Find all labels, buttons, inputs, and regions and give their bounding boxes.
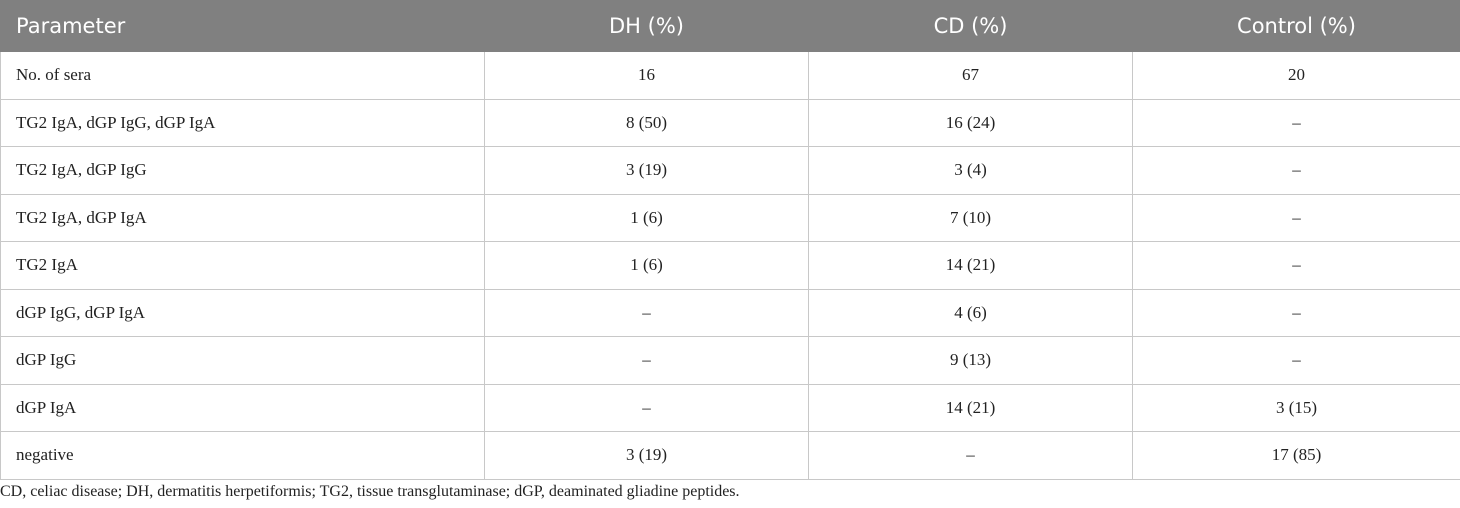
table-cell: 16	[484, 51, 809, 100]
table-cell: dGP IgG, dGP IgA	[0, 288, 485, 337]
table-cell: 1 (6)	[484, 241, 809, 290]
table-cell: –	[1132, 146, 1460, 195]
table-cell: 3 (19)	[484, 146, 809, 195]
table-row: dGP IgA –14 (21) 3 (15)	[0, 383, 1460, 432]
table-cell: No. of sera	[0, 51, 485, 100]
table-cell: 67	[808, 51, 1133, 100]
table-cell: 17 (85)	[1132, 431, 1460, 480]
table-cell: 4 (6)	[808, 288, 1133, 337]
table-row: No. of sera 16 67 20	[0, 51, 1460, 100]
table-cell: –	[1132, 98, 1460, 147]
table-cell: –	[484, 383, 809, 432]
table-row: TG2 IgA, dGP IgG, dGP IgA 8 (50) 16 (24) –	[0, 98, 1460, 147]
table-cell: –	[1132, 241, 1460, 290]
table-cell: 3 (19)	[484, 431, 809, 480]
table-cell: –	[484, 288, 809, 337]
table-cell: 3 (4)	[808, 146, 1133, 195]
table-row: dGP IgG, dGP IgA –4 (6) –	[0, 288, 1460, 337]
header-cell: Control (%)	[1132, 0, 1460, 52]
table-cell: TG2 IgA, dGP IgA	[0, 193, 485, 242]
table-cell: –	[1132, 336, 1460, 385]
table-cell: 14 (21)	[808, 383, 1133, 432]
table-cell: TG2 IgA	[0, 241, 485, 290]
header-cell: CD (%)	[808, 0, 1133, 52]
table-cell: 3 (15)	[1132, 383, 1460, 432]
header-cell: DH (%)	[484, 0, 809, 52]
table-cell: 7 (10)	[808, 193, 1133, 242]
table-cell: negative	[0, 431, 485, 480]
table-cell: 1 (6)	[484, 193, 809, 242]
table-cell: 20	[1132, 51, 1460, 100]
table-cell: –	[1132, 288, 1460, 337]
table-cell: –	[484, 336, 809, 385]
table-cell: 9 (13)	[808, 336, 1133, 385]
table-cell: –	[1132, 193, 1460, 242]
table-cell: TG2 IgA, dGP IgG	[0, 146, 485, 195]
table-cell: 8 (50)	[484, 98, 809, 147]
table-cell: TG2 IgA, dGP IgG, dGP IgA	[0, 98, 485, 147]
table-cell: 14 (21)	[808, 241, 1133, 290]
table-row: dGP IgG –9 (13) –	[0, 336, 1460, 385]
header-row: Parameter DH (%) CD (%) Control (%)	[0, 0, 1460, 52]
table-row: negative 3 (19) –17 (85)	[0, 431, 1460, 480]
table-cell: 16 (24)	[808, 98, 1133, 147]
header-cell: Parameter	[0, 0, 485, 52]
table-row: TG2 IgA, dGP IgG 3 (19) 3 (4) –	[0, 146, 1460, 195]
footnote: CD, celiac disease; DH, dermatitis herpe…	[0, 483, 740, 500]
table-cell: dGP IgA	[0, 383, 485, 432]
table-row: TG2 IgA 1 (6) 14 (21) –	[0, 241, 1460, 290]
table-cell: –	[808, 431, 1133, 480]
data-table: Parameter DH (%) CD (%) Control (%) No. of …	[0, 0, 1460, 480]
table-row: TG2 IgA, dGP IgA 1 (6) 7 (10) –	[0, 193, 1460, 242]
table-cell: dGP IgG	[0, 336, 485, 385]
